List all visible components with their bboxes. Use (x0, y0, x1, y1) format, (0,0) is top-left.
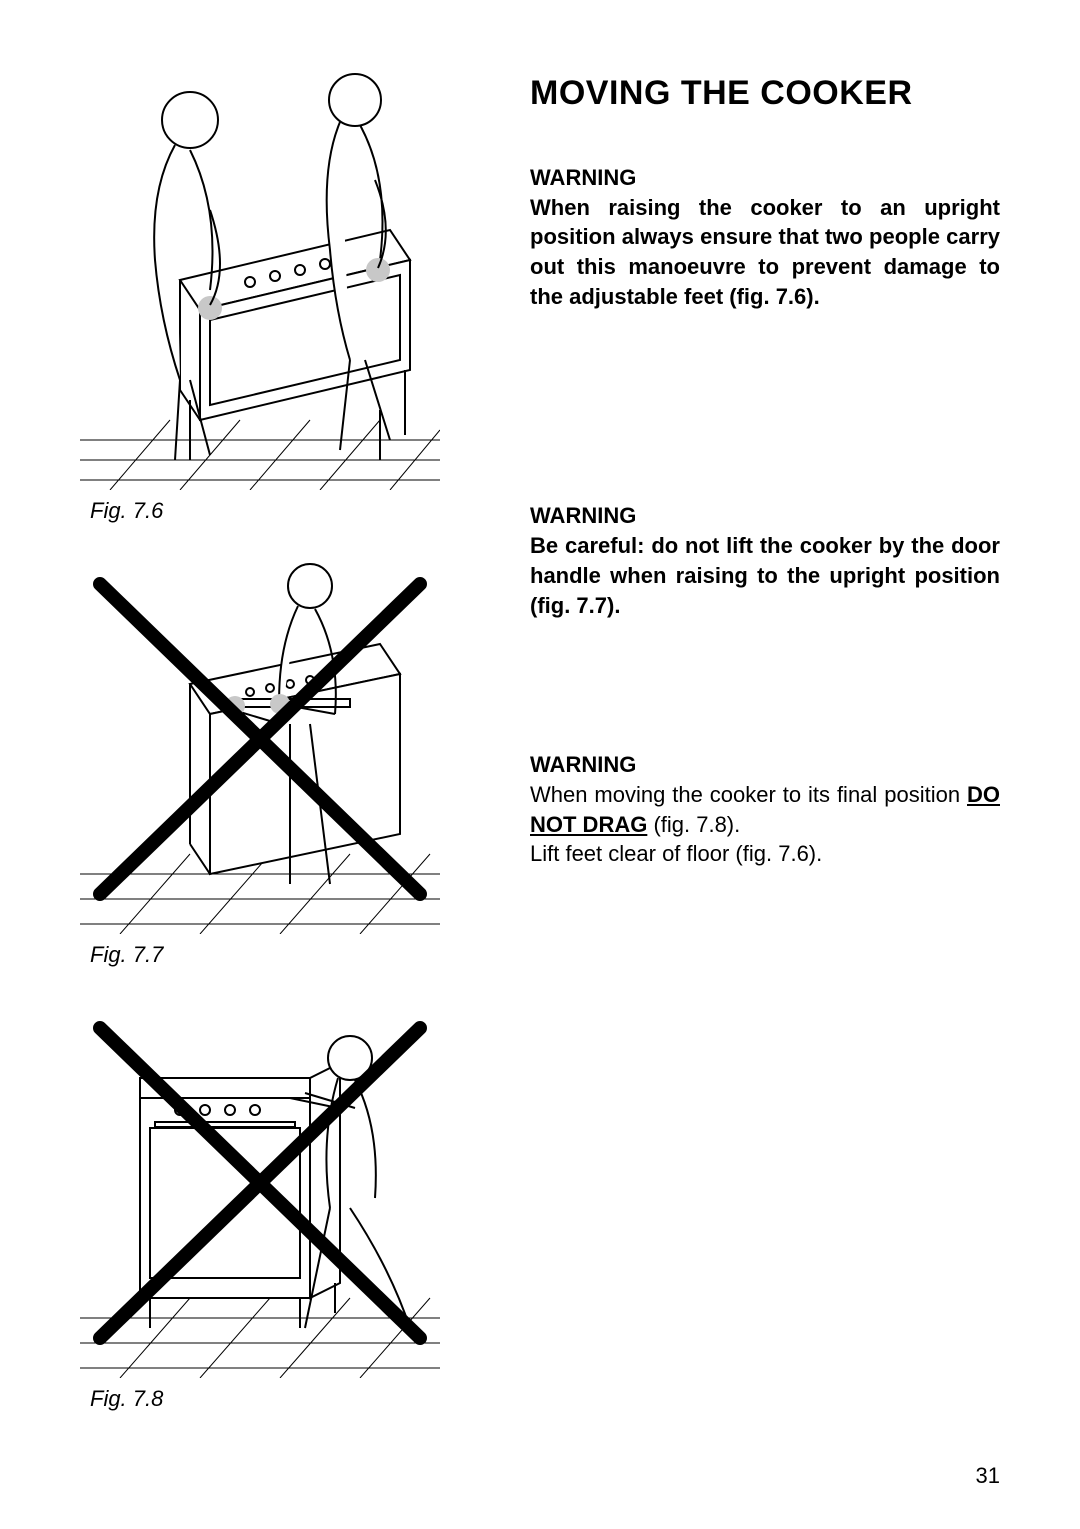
warning-2-text: Be careful: do not lift the cooker by th… (530, 531, 1000, 620)
figure-7-8-caption: Fig. 7.8 (90, 1386, 490, 1412)
figures-column: Fig. 7.6 (80, 60, 490, 1489)
warning-2-label: WARNING (530, 501, 1000, 531)
warning-3-label: WARNING (530, 750, 1000, 780)
warning-3-pre: When moving the cooker to its final posi… (530, 782, 967, 807)
warning-3: WARNING When moving the cooker to its fi… (530, 750, 1000, 869)
warning-1: WARNING When raising the cooker to an up… (530, 163, 1000, 311)
warning-3-text: When moving the cooker to its final posi… (530, 780, 1000, 839)
section-title: MOVING THE COOKER (530, 74, 1000, 113)
figure-7-8: Fig. 7.8 (80, 998, 490, 1412)
figure-7-7: Fig. 7.7 (80, 554, 490, 968)
spacer (530, 620, 1000, 750)
figure-7-6: Fig. 7.6 (80, 60, 490, 524)
spacer (530, 311, 1000, 501)
text-column: MOVING THE COOKER WARNING When raising t… (490, 60, 1000, 1489)
warning-2: WARNING Be careful: do not lift the cook… (530, 501, 1000, 620)
page: Fig. 7.6 (0, 0, 1080, 1529)
figure-7-7-illustration (80, 554, 440, 934)
figure-7-6-caption: Fig. 7.6 (90, 498, 490, 524)
warning-1-label: WARNING (530, 163, 1000, 193)
page-number: 31 (976, 1463, 1000, 1489)
figure-7-6-illustration (80, 60, 440, 490)
figure-7-7-caption: Fig. 7.7 (90, 942, 490, 968)
warning-3-post1: (fig. 7.8). (647, 812, 740, 837)
figure-7-8-illustration (80, 998, 440, 1378)
warning-3-post2: Lift feet clear of floor (fig. 7.6). (530, 839, 1000, 869)
warning-1-text: When raising the cooker to an upright po… (530, 193, 1000, 312)
